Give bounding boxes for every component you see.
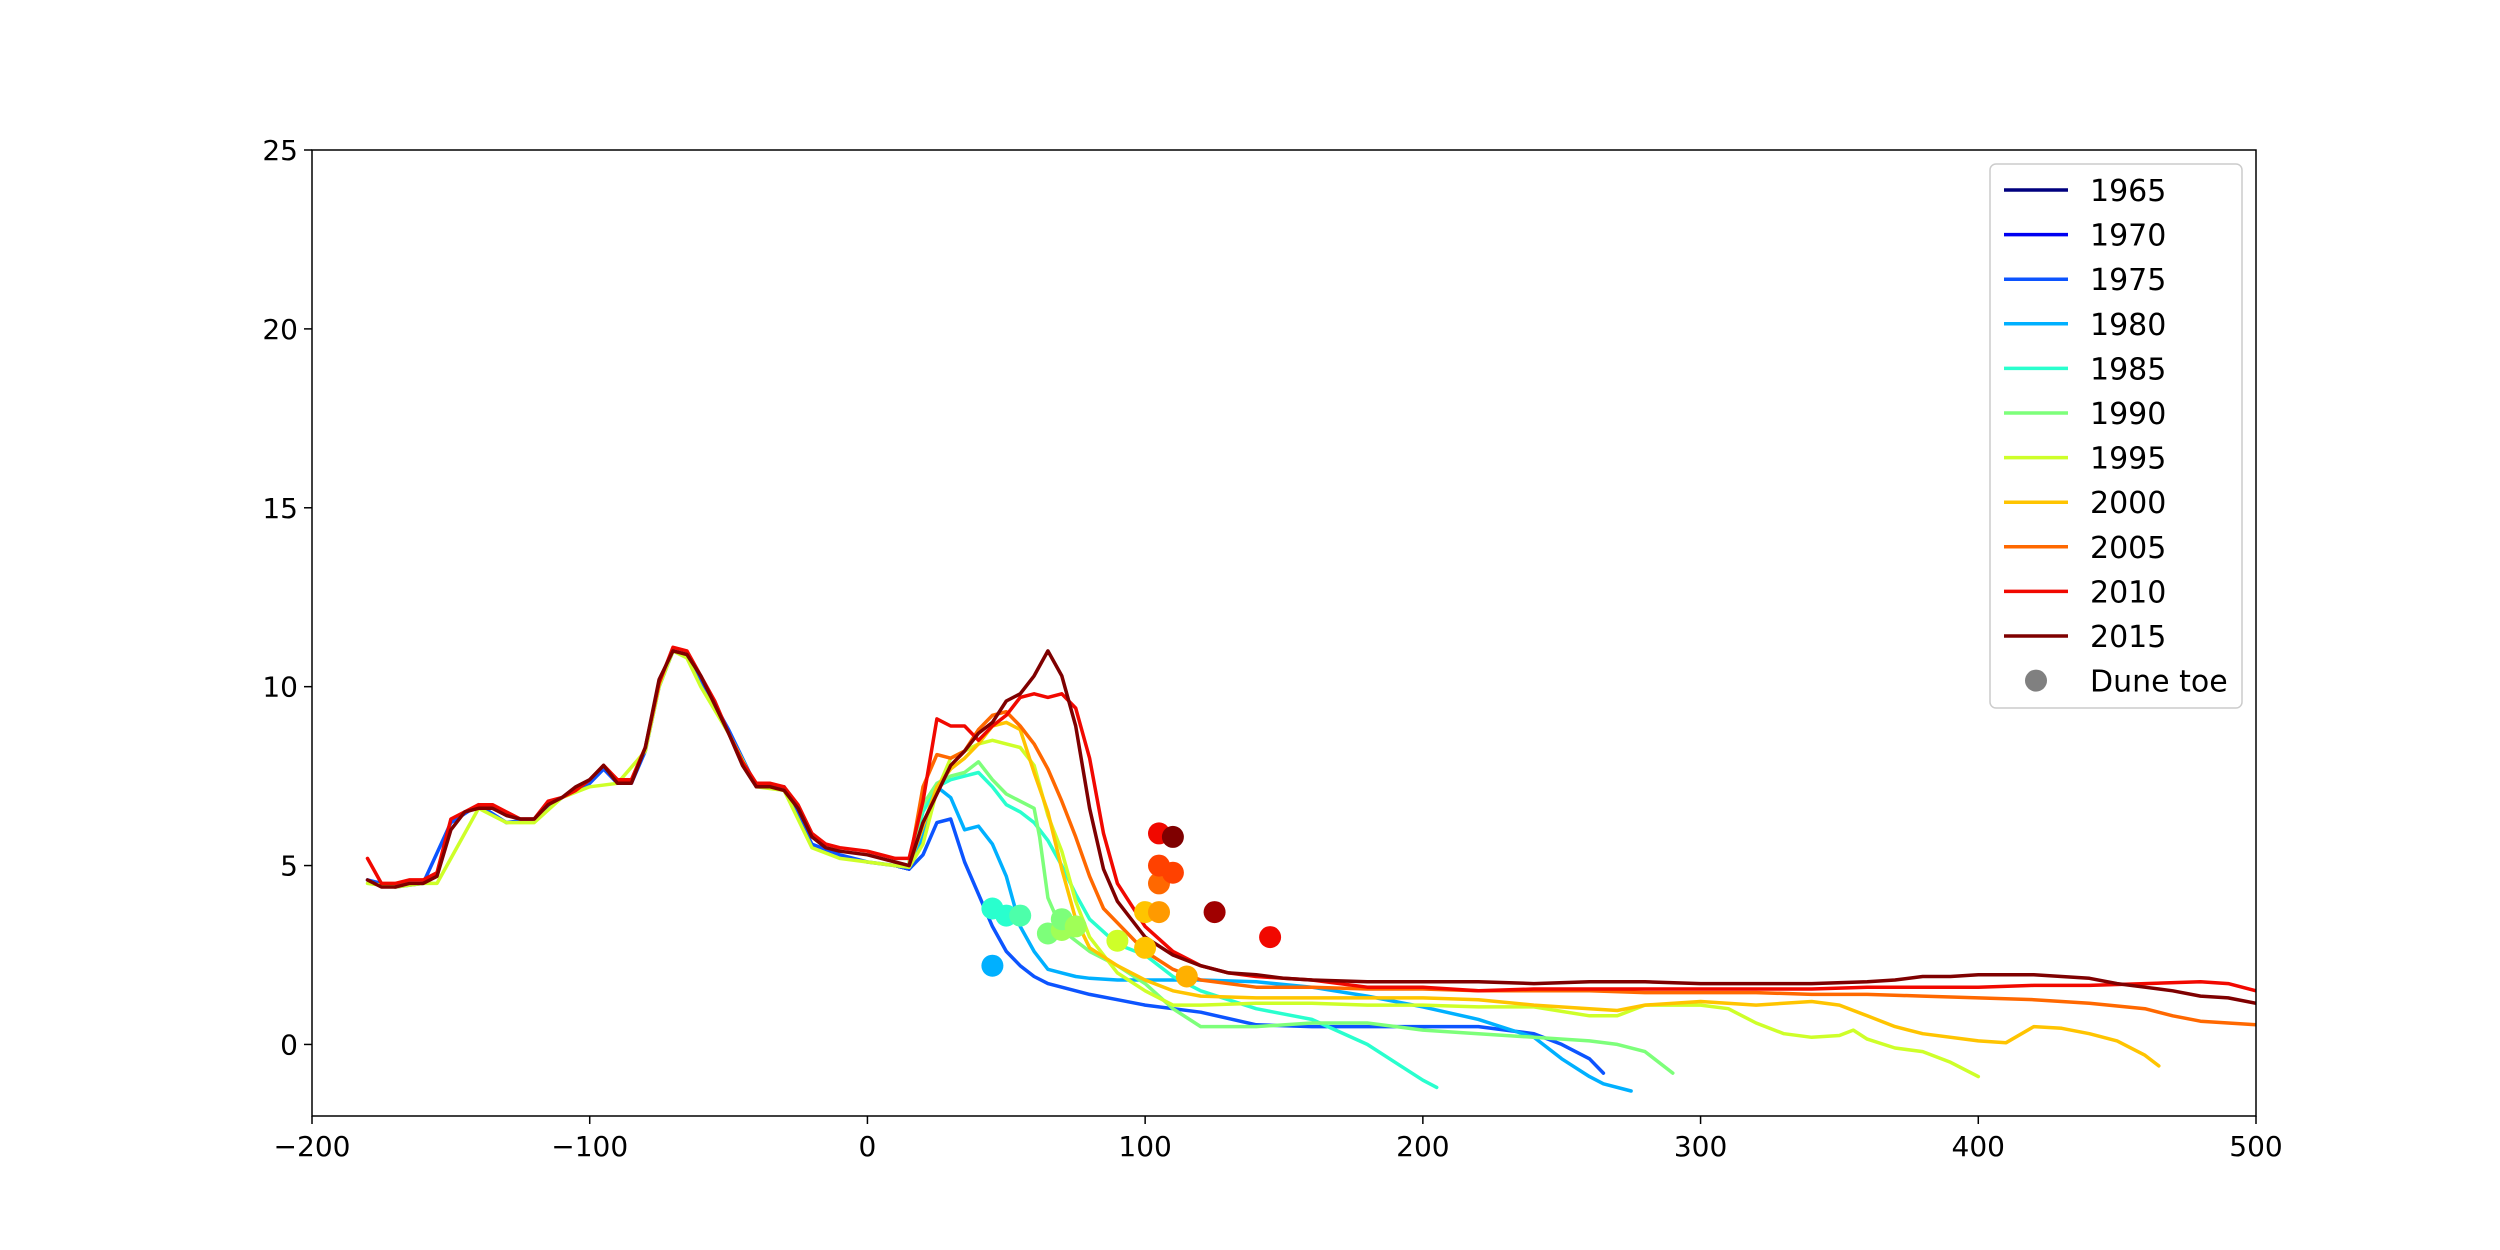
y-tick-label: 0 xyxy=(280,1028,298,1061)
legend-label-2015: 2015 xyxy=(2090,620,2166,655)
dune-toe-point xyxy=(1148,901,1170,924)
x-tick-label: 500 xyxy=(2229,1130,2282,1163)
legend-label-2010: 2010 xyxy=(2090,575,2166,610)
legend-label-1975: 1975 xyxy=(2090,263,2166,298)
dune-toe-point xyxy=(1161,825,1184,848)
x-tick-label: −100 xyxy=(551,1130,628,1163)
dune-toe-point xyxy=(981,954,1004,977)
series-line-1995 xyxy=(365,649,1981,1079)
plot-frame xyxy=(311,149,2257,1117)
legend-label-dune-toe: Dune toe xyxy=(2090,665,2228,700)
y-tick-label: 20 xyxy=(262,313,298,346)
x-tick-label: 0 xyxy=(859,1130,877,1163)
dune-toe-point xyxy=(1064,915,1087,938)
y-tick-label: 25 xyxy=(262,134,298,167)
dune-toe-point xyxy=(1009,904,1032,927)
legend-entries: 1965 1970 1975 1980 1985 1990 1995 2000 2005 2010… xyxy=(2004,174,2228,700)
x-tick-label: 200 xyxy=(1396,1130,1449,1163)
legend-frame xyxy=(1989,163,2243,709)
dune-toe-point xyxy=(1203,901,1226,924)
x-tick-label: −200 xyxy=(274,1130,351,1163)
series-line-1975 xyxy=(365,649,1606,1075)
dune-toe-point xyxy=(1134,936,1157,959)
x-tick-label: 300 xyxy=(1674,1130,1727,1163)
y-tick-label: 10 xyxy=(262,671,298,704)
x-tick-label: 100 xyxy=(1118,1130,1171,1163)
series-layer xyxy=(365,645,2256,1093)
dune-toe-point xyxy=(1259,926,1282,949)
legend-swatch-dune-toe xyxy=(2025,669,2047,692)
legend-label-1965: 1965 xyxy=(2090,174,2166,209)
legend-label-1990: 1990 xyxy=(2090,397,2166,432)
x-tick-label: 400 xyxy=(1952,1130,2005,1163)
y-axis: 0 5 10 15 20 25 xyxy=(262,134,312,1061)
dune-toe-point xyxy=(1106,929,1129,952)
y-tick-label: 15 xyxy=(262,492,298,525)
legend-label-1995: 1995 xyxy=(2090,442,2166,477)
y-tick-label: 5 xyxy=(280,850,298,883)
legend: 1965 1970 1975 1980 1985 1990 1995 2000 2005 2010… xyxy=(1989,163,2243,709)
series-line-1980 xyxy=(907,785,1633,1093)
legend-label-1970: 1970 xyxy=(2090,219,2166,254)
x-axis: −200 −100 0 100 200 300 400 500 xyxy=(274,1116,2283,1163)
dune-toe-layer xyxy=(981,822,1282,988)
series-line-2010 xyxy=(365,645,2256,993)
dune-toe-point xyxy=(1161,861,1184,884)
legend-label-1980: 1980 xyxy=(2090,308,2166,343)
legend-label-2005: 2005 xyxy=(2090,531,2166,566)
series-line-2015 xyxy=(365,649,2256,1006)
dune-toe-point xyxy=(1175,965,1198,988)
legend-label-2000: 2000 xyxy=(2090,486,2166,521)
legend-label-1985: 1985 xyxy=(2090,352,2166,387)
series-line-2000 xyxy=(907,720,2161,1068)
